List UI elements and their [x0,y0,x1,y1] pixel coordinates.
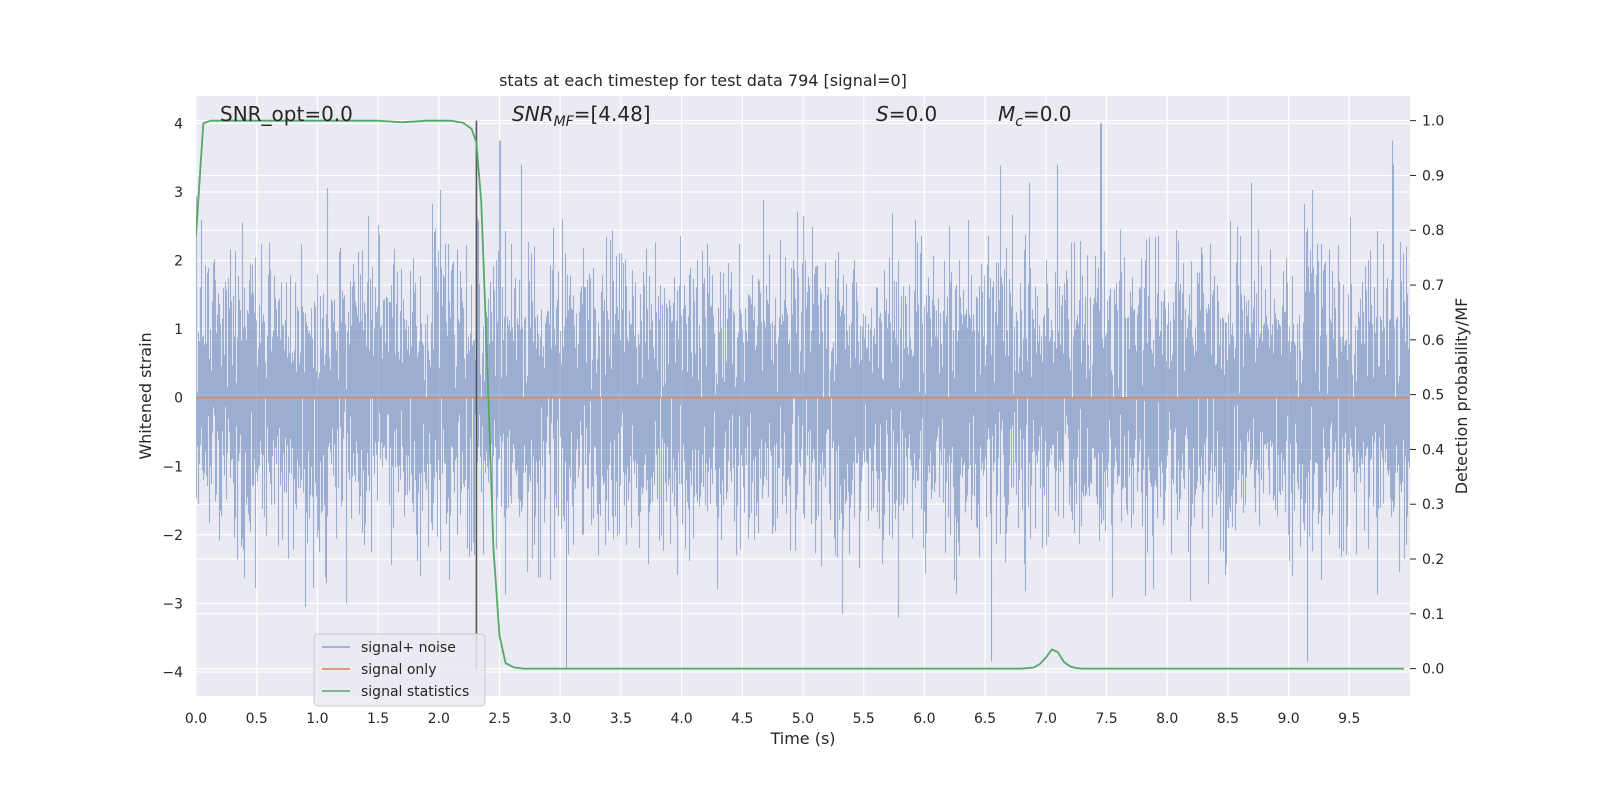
y-left-tick-label: 1 [174,322,183,338]
y-right-tick-label: 0.7 [1422,278,1444,294]
x-tick-label: 2.0 [428,711,450,727]
x-tick-label: 7.5 [1095,711,1117,727]
x-tick-label: 8.0 [1156,711,1178,727]
x-tick-label: 3.0 [549,711,571,727]
x-tick-label: 5.5 [853,711,875,727]
x-tick-label: 3.5 [610,711,632,727]
legend-label-signal-noise: signal+ noise [361,640,456,656]
y-right-tick-label: 0.8 [1422,223,1444,239]
x-tick-label: 6.5 [974,711,996,727]
y-axis-right-label: Detection probability/MF [1452,298,1471,495]
x-tick-label: 6.0 [913,711,935,727]
y-left-tick-label: 2 [174,254,183,270]
y-left-tick-label: −3 [162,596,183,612]
y-right-tick-label: 0.9 [1422,168,1444,184]
x-axis-ticks: 0.0 0.5 1.0 1.5 2.0 2.5 3.0 3.5 4.0 4.5 5.0 5.5 6.0 6… [185,711,1361,727]
x-tick-label: 9.5 [1338,711,1360,727]
x-tick-label: 9.0 [1277,711,1299,727]
y-right-tick-label: 0.5 [1422,388,1444,404]
y-right-tick-label: 0.6 [1422,333,1444,349]
series-signal-noise [196,123,1410,669]
y-right-tick-label: 0.2 [1422,552,1444,568]
y-axis-left-ticks: −4 −3 −2 −1 0 1 2 3 4 [162,116,183,681]
x-tick-label: 7.0 [1035,711,1057,727]
y-right-tick-label: 0.4 [1422,442,1444,458]
y-left-tick-label: −4 [162,665,183,681]
x-tick-label: 8.5 [1217,711,1239,727]
y-right-tick-label: 1.0 [1422,114,1444,130]
x-tick-label: 0.0 [185,711,207,727]
legend-label-signal-only: signal only [361,662,436,678]
y-right-tick-label: 0.3 [1422,497,1444,513]
x-tick-label: 1.0 [306,711,328,727]
legend-box [313,633,486,707]
y-left-tick-label: 3 [174,185,183,201]
x-tick-label: 2.5 [488,711,510,727]
legend-label-signal-statistics: signal statistics [361,684,469,700]
y-right-tick-label: 0.0 [1422,662,1444,678]
annotation-s: S=0.0 [876,102,937,126]
x-axis-label: Time (s) [769,729,835,748]
legend: signal+ noise signal only signal statist… [313,633,486,707]
y-left-tick-label: 0 [174,391,183,407]
x-tick-label: 4.0 [670,711,692,727]
x-tick-label: 4.5 [731,711,753,727]
series-signal-statistics [196,119,1404,670]
y-axis-right-ticks: 0.0 0.1 0.2 0.3 0.4 0.5 0.6 0.7 0.8 0.9 1.0 [1410,114,1444,678]
y-left-tick-label: 4 [174,116,183,132]
x-tick-label: 5.0 [792,711,814,727]
y-axis-left-label: Whitened strain [136,332,155,459]
y-left-tick-label: −2 [162,528,183,544]
y-right-tick-label: 0.1 [1422,607,1444,623]
y-left-tick-label: −1 [162,459,183,475]
annotation-mc: Mc=0.0 [998,102,1072,130]
chart-title: stats at each timestep for test data 794… [499,71,907,90]
x-tick-label: 0.5 [246,711,268,727]
annotation-snr-opt: SNR_opt=0.0 [220,102,353,126]
x-tick-label: 1.5 [367,711,389,727]
annotation-snr-mf: SNRMF=[4.48] [512,102,651,130]
